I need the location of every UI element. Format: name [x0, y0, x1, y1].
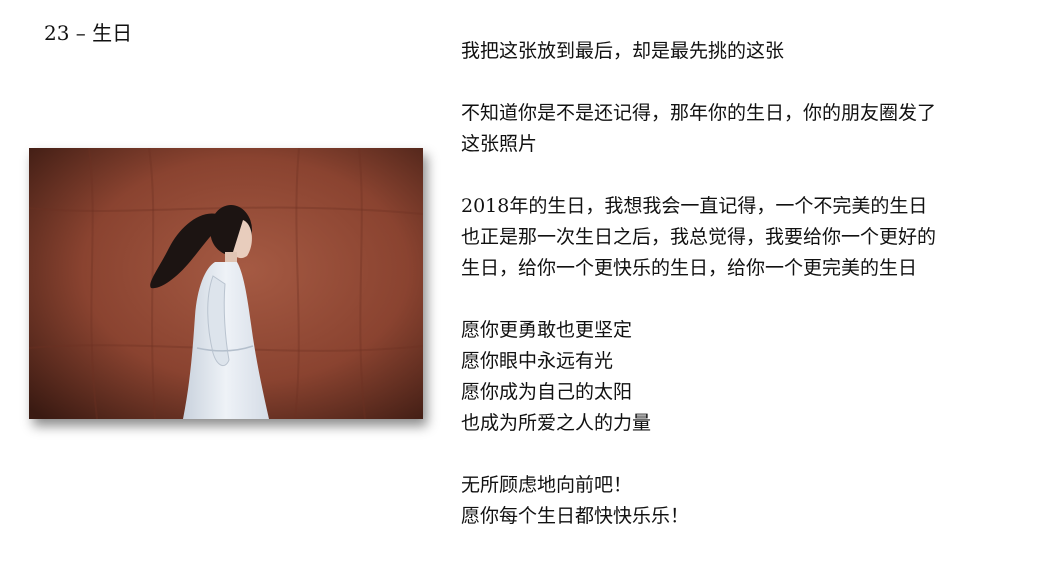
text-line: 也成为所爱之人的力量: [461, 412, 652, 434]
text-line: 这张照片: [461, 133, 538, 155]
text-line: 愿你眼中永远有光: [461, 350, 614, 372]
text-line: 无所顾虑地向前吧！: [461, 474, 633, 496]
text-line: 愿你每个生日都快快乐乐！: [461, 505, 690, 527]
paragraph-4: 愿你更勇敢也更坚定 愿你眼中永远有光 愿你成为自己的太阳 也成为所爱之人的力量: [461, 315, 1031, 439]
text-line: 愿你更勇敢也更坚定: [461, 319, 633, 341]
dress-sleeve: [207, 275, 230, 367]
text-line: 我把这张放到最后，却是最先挑的这张: [461, 40, 785, 62]
text-line: 也正是那一次生日之后，我总觉得，我要给你一个更好的: [461, 226, 937, 248]
birthday-photo: [29, 148, 423, 419]
text-line: 愿你成为自己的太阳: [461, 381, 633, 403]
paragraph-1: 我把这张放到最后，却是最先挑的这张: [461, 36, 1031, 67]
face: [233, 220, 252, 259]
dress-waist: [196, 345, 254, 352]
paragraph-3: 2018年的生日，我想我会一直记得，一个不完美的生日 也正是那一次生日之后，我总…: [461, 191, 1031, 284]
photo-illustration: [29, 148, 423, 419]
paragraph-2: 不知道你是不是还记得，那年你的生日，你的朋友圈发了 这张照片: [461, 98, 1031, 160]
text-line: 2018年的生日，我想我会一直记得，一个不完美的生日: [461, 195, 928, 217]
slide-title: 23 – 生日: [44, 21, 133, 45]
text-line: 生日，给你一个更快乐的生日，给你一个更完美的生日: [461, 257, 918, 279]
text-line: 不知道你是不是还记得，那年你的生日，你的朋友圈发了: [461, 102, 937, 124]
hair-ponytail: [150, 213, 219, 289]
letter-text: 我把这张放到最后，却是最先挑的这张 不知道你是不是还记得，那年你的生日，你的朋友…: [461, 36, 1031, 563]
paragraph-5: 无所顾虑地向前吧！ 愿你每个生日都快快乐乐！: [461, 470, 1031, 532]
